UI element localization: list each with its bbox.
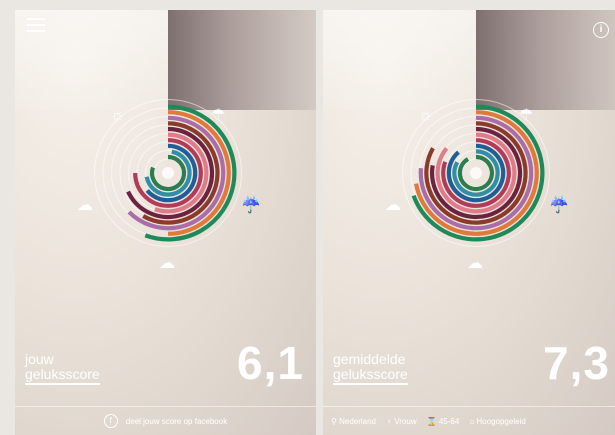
shadow-beam xyxy=(476,10,615,110)
sun-icon: ☼ xyxy=(110,107,125,124)
ring-segment xyxy=(452,149,500,197)
ring-segment xyxy=(414,110,539,236)
sun-icon: ☼ xyxy=(418,107,433,124)
cloud-icon: ☁ xyxy=(467,255,483,272)
cloud-sun-icon: ☁ xyxy=(385,197,401,214)
ring-segment xyxy=(424,121,528,225)
filter-age[interactable]: ⌛ 45-64 xyxy=(426,416,460,426)
share-facebook-link[interactable]: f deel jouw score op facebook xyxy=(15,406,316,435)
info-icon[interactable]: i xyxy=(593,22,609,38)
happiness-ring-chart xyxy=(94,99,242,247)
chart-center xyxy=(470,167,482,179)
ring-segment xyxy=(149,154,187,192)
average-score-label: gemiddelde geluksscore xyxy=(333,352,408,385)
female-icon: ♀ xyxy=(386,416,393,426)
filter-education[interactable]: ⌂ Hoogopgeleid xyxy=(469,416,526,426)
ring-segment xyxy=(144,149,192,197)
ring-segment xyxy=(411,104,545,242)
personal-score-panel: ☼ ☂ ☁ ☔ ☁ jouw geluksscore 6,1 f deel jo… xyxy=(15,10,316,435)
ring-segment xyxy=(154,132,209,214)
ring-segment xyxy=(457,154,494,192)
rain-storm-icon: ☂ xyxy=(211,107,226,124)
ring-segment xyxy=(429,126,523,220)
average-score-panel: i ☼ ☂ ☁ ☔ ☁ gemiddelde geluksscore 7,3 ⚲… xyxy=(323,10,615,435)
cloud-rain-icon: ☔ xyxy=(549,197,569,214)
cloud-rain-icon: ☔ xyxy=(241,197,261,214)
ring-segment xyxy=(133,138,203,208)
ring-segment xyxy=(418,115,534,231)
ring-segment xyxy=(446,143,506,203)
chart-center xyxy=(162,167,174,179)
location-pin-icon: ⚲ xyxy=(331,416,337,426)
ring-guide xyxy=(402,99,550,247)
ring-segment xyxy=(127,115,226,231)
filter-gender[interactable]: ♀ Vrouw xyxy=(386,416,417,426)
light-beam xyxy=(323,10,476,110)
ring-segment xyxy=(441,138,511,208)
average-score: 7,3 xyxy=(543,337,610,389)
ring-segment xyxy=(142,121,220,225)
shadow-beam xyxy=(168,10,316,110)
ring-segment xyxy=(145,143,198,203)
ring-segment xyxy=(435,132,517,214)
average-ring-chart xyxy=(402,99,550,247)
ring-guide xyxy=(94,99,242,247)
happiness-score: 6,1 xyxy=(237,337,304,389)
ring-segment xyxy=(144,104,237,242)
rain-storm-icon: ☂ xyxy=(519,107,534,124)
score-label: jouw geluksscore xyxy=(25,352,100,385)
hamburger-menu-icon[interactable] xyxy=(27,18,45,32)
graduation-cap-icon: ⌂ xyxy=(469,416,475,426)
ring-segment xyxy=(126,126,215,220)
cloud-sun-icon: ☁ xyxy=(77,197,93,214)
facebook-icon: f xyxy=(103,414,118,428)
hourglass-icon: ⌛ xyxy=(426,416,437,426)
share-facebook-label: deel jouw score op facebook xyxy=(125,416,228,426)
light-beam xyxy=(15,10,168,110)
cloud-icon: ☁ xyxy=(159,255,175,272)
filter-country[interactable]: ⚲ Nederland xyxy=(331,416,377,426)
ring-segment xyxy=(167,110,231,236)
filter-bar: ⚲ Nederland ♀ Vrouw ⌛ 45-64 ⌂ Hoogopgele… xyxy=(323,406,615,435)
